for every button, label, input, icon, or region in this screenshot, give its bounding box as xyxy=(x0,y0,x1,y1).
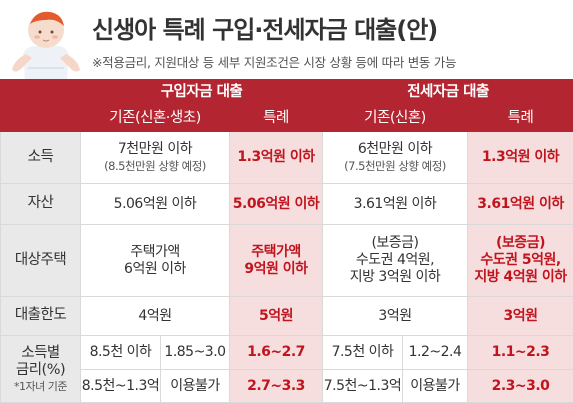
table-row: 대상주택 주택가액 6억원 이하 주택가액 9억원 이하 (보증금) 수도권 4… xyxy=(0,224,573,297)
cell-rate-r2-lease-rate: 이용불가 xyxy=(402,369,468,403)
cell-limit-purchase-standard: 4억원 xyxy=(80,296,230,336)
cell-rate-r1-lease-income: 7.5천 이하 xyxy=(322,335,403,370)
section-purchase: 구입자금 대출 xyxy=(80,79,323,106)
cell-limit-lease-special: 3억원 xyxy=(467,296,573,336)
line: (보증금) xyxy=(371,235,419,252)
cell-housing-lease-standard: (보증금) 수도권 4억원, 지방 3억원 이하 xyxy=(322,224,468,297)
section-header-row: 구입자금 대출 전세자금 대출 xyxy=(0,79,573,106)
table-row: 소득별 금리(%) *1자녀 기준 8.5천 이하 1.85~3.0 1.6~2… xyxy=(0,335,573,403)
page-title: 신생아 특례 구입·전세자금 대출(안) xyxy=(92,16,438,44)
section-lease: 전세자금 대출 xyxy=(322,79,573,106)
note: (8.5천만원 상향 예정) xyxy=(104,158,206,173)
row-label-rate: 소득별 금리(%) *1자녀 기준 xyxy=(0,335,81,403)
line: (보증금) xyxy=(496,235,545,252)
header-purchase-standard: 기존(신혼·생초) xyxy=(80,105,230,132)
corner-cell-2 xyxy=(0,105,81,132)
row-label-assets: 자산 xyxy=(0,183,81,225)
value: 6천만원 이하 xyxy=(357,140,433,157)
cell-assets-lease-standard: 3.61억원 이하 xyxy=(322,183,468,225)
cell-rate-r2-lease-income: 7.5천~1.3억 xyxy=(322,369,403,403)
cell-housing-purchase-standard: 주택가액 6억원 이하 xyxy=(80,224,230,297)
header-lease-special: 특례 xyxy=(467,105,573,132)
cell-assets-lease-special: 3.61억원 이하 xyxy=(467,183,573,225)
label-line: 소득별 xyxy=(21,345,60,362)
cell-rate-r2-purchase-income: 8.5천~1.3억 xyxy=(80,369,161,403)
line: 지방 4억원 이하 xyxy=(474,268,567,285)
table-row: 대출한도 4억원 5억원 3억원 3억원 xyxy=(0,296,573,336)
sub-header-row: 기존(신혼·생초) 특례 기존(신혼) 특례 xyxy=(0,105,573,132)
cell-rate-r1-lease-rate: 1.2~2.4 xyxy=(402,335,468,370)
table-row: 자산 5.06억원 이하 5.06억원 이하 3.61억원 이하 3.61억원 … xyxy=(0,183,573,225)
header-purchase-special: 특례 xyxy=(229,105,323,132)
table-row: 8.5천~1.3억 이용불가 2.7~3.3 7.5천~1.3억 이용불가 2.… xyxy=(1,369,573,403)
line: 주택가액 xyxy=(251,243,301,260)
line: 주택가액 xyxy=(130,243,180,260)
loan-comparison-table: 구입자금 대출 전세자금 대출 기존(신혼·생초) 특례 기존(신혼) 특례 소… xyxy=(0,79,573,403)
table-row: 소득 7천만원 이하 (8.5천만원 상향 예정) 1.3억원 이하 6천만원 … xyxy=(0,131,573,184)
corner-cell xyxy=(0,79,81,106)
cell-rate-r2-purchase-special: 2.7~3.3 xyxy=(229,369,323,403)
line: 6억원 이하 xyxy=(124,260,186,277)
cell-rate-r1-purchase-special: 1.6~2.7 xyxy=(229,335,323,370)
line: 수도권 5억원, xyxy=(480,252,561,269)
cell-income-purchase-standard: 7천만원 이하 (8.5천만원 상향 예정) xyxy=(80,131,230,184)
cell-housing-lease-special: (보증금) 수도권 5억원, 지방 4억원 이하 xyxy=(467,224,573,297)
cell-income-lease-standard: 6천만원 이하 (7.5천만원 상향 예정) xyxy=(322,131,468,184)
cell-rate-r1-purchase-rate: 1.85~3.0 xyxy=(160,335,230,370)
cell-rate-r2-purchase-rate: 이용불가 xyxy=(160,369,230,403)
row-label-income: 소득 xyxy=(0,131,81,184)
cell-rate-r1-lease-special: 1.1~2.3 xyxy=(467,335,573,370)
cell-rate-r1-purchase-income: 8.5천 이하 xyxy=(80,335,161,370)
row-label-housing: 대상주택 xyxy=(0,224,81,297)
label-note: *1자녀 기준 xyxy=(14,379,67,393)
label-line: 금리(%) xyxy=(15,362,66,379)
header: 신생아 특례 구입·전세자금 대출(안) ※적용금리, 지원대상 등 세부 지원… xyxy=(0,0,573,110)
cell-housing-purchase-special: 주택가액 9억원 이하 xyxy=(229,224,323,297)
line: 지방 3억원 이하 xyxy=(349,268,441,285)
line: 수도권 4억원, xyxy=(355,252,435,269)
value: 7천만원 이하 xyxy=(117,140,193,157)
cell-assets-purchase-special: 5.06억원 이하 xyxy=(229,183,323,225)
cell-rate-r2-lease-special: 2.3~3.0 xyxy=(467,369,573,403)
cell-income-lease-special: 1.3억원 이하 xyxy=(467,131,573,184)
cell-assets-purchase-standard: 5.06억원 이하 xyxy=(80,183,230,225)
cell-limit-lease-standard: 3억원 xyxy=(322,296,468,336)
row-label-limit: 대출한도 xyxy=(0,296,81,336)
header-lease-standard: 기존(신혼) xyxy=(322,105,468,132)
page-subtitle: ※적용금리, 지원대상 등 세부 지원조건은 시장 상황 등에 따라 변동 가능 xyxy=(92,55,457,70)
cell-income-purchase-special: 1.3억원 이하 xyxy=(229,131,323,184)
cell-limit-purchase-special: 5억원 xyxy=(229,296,323,336)
note: (7.5천만원 상향 예정) xyxy=(344,158,446,173)
line: 9억원 이하 xyxy=(244,260,308,277)
